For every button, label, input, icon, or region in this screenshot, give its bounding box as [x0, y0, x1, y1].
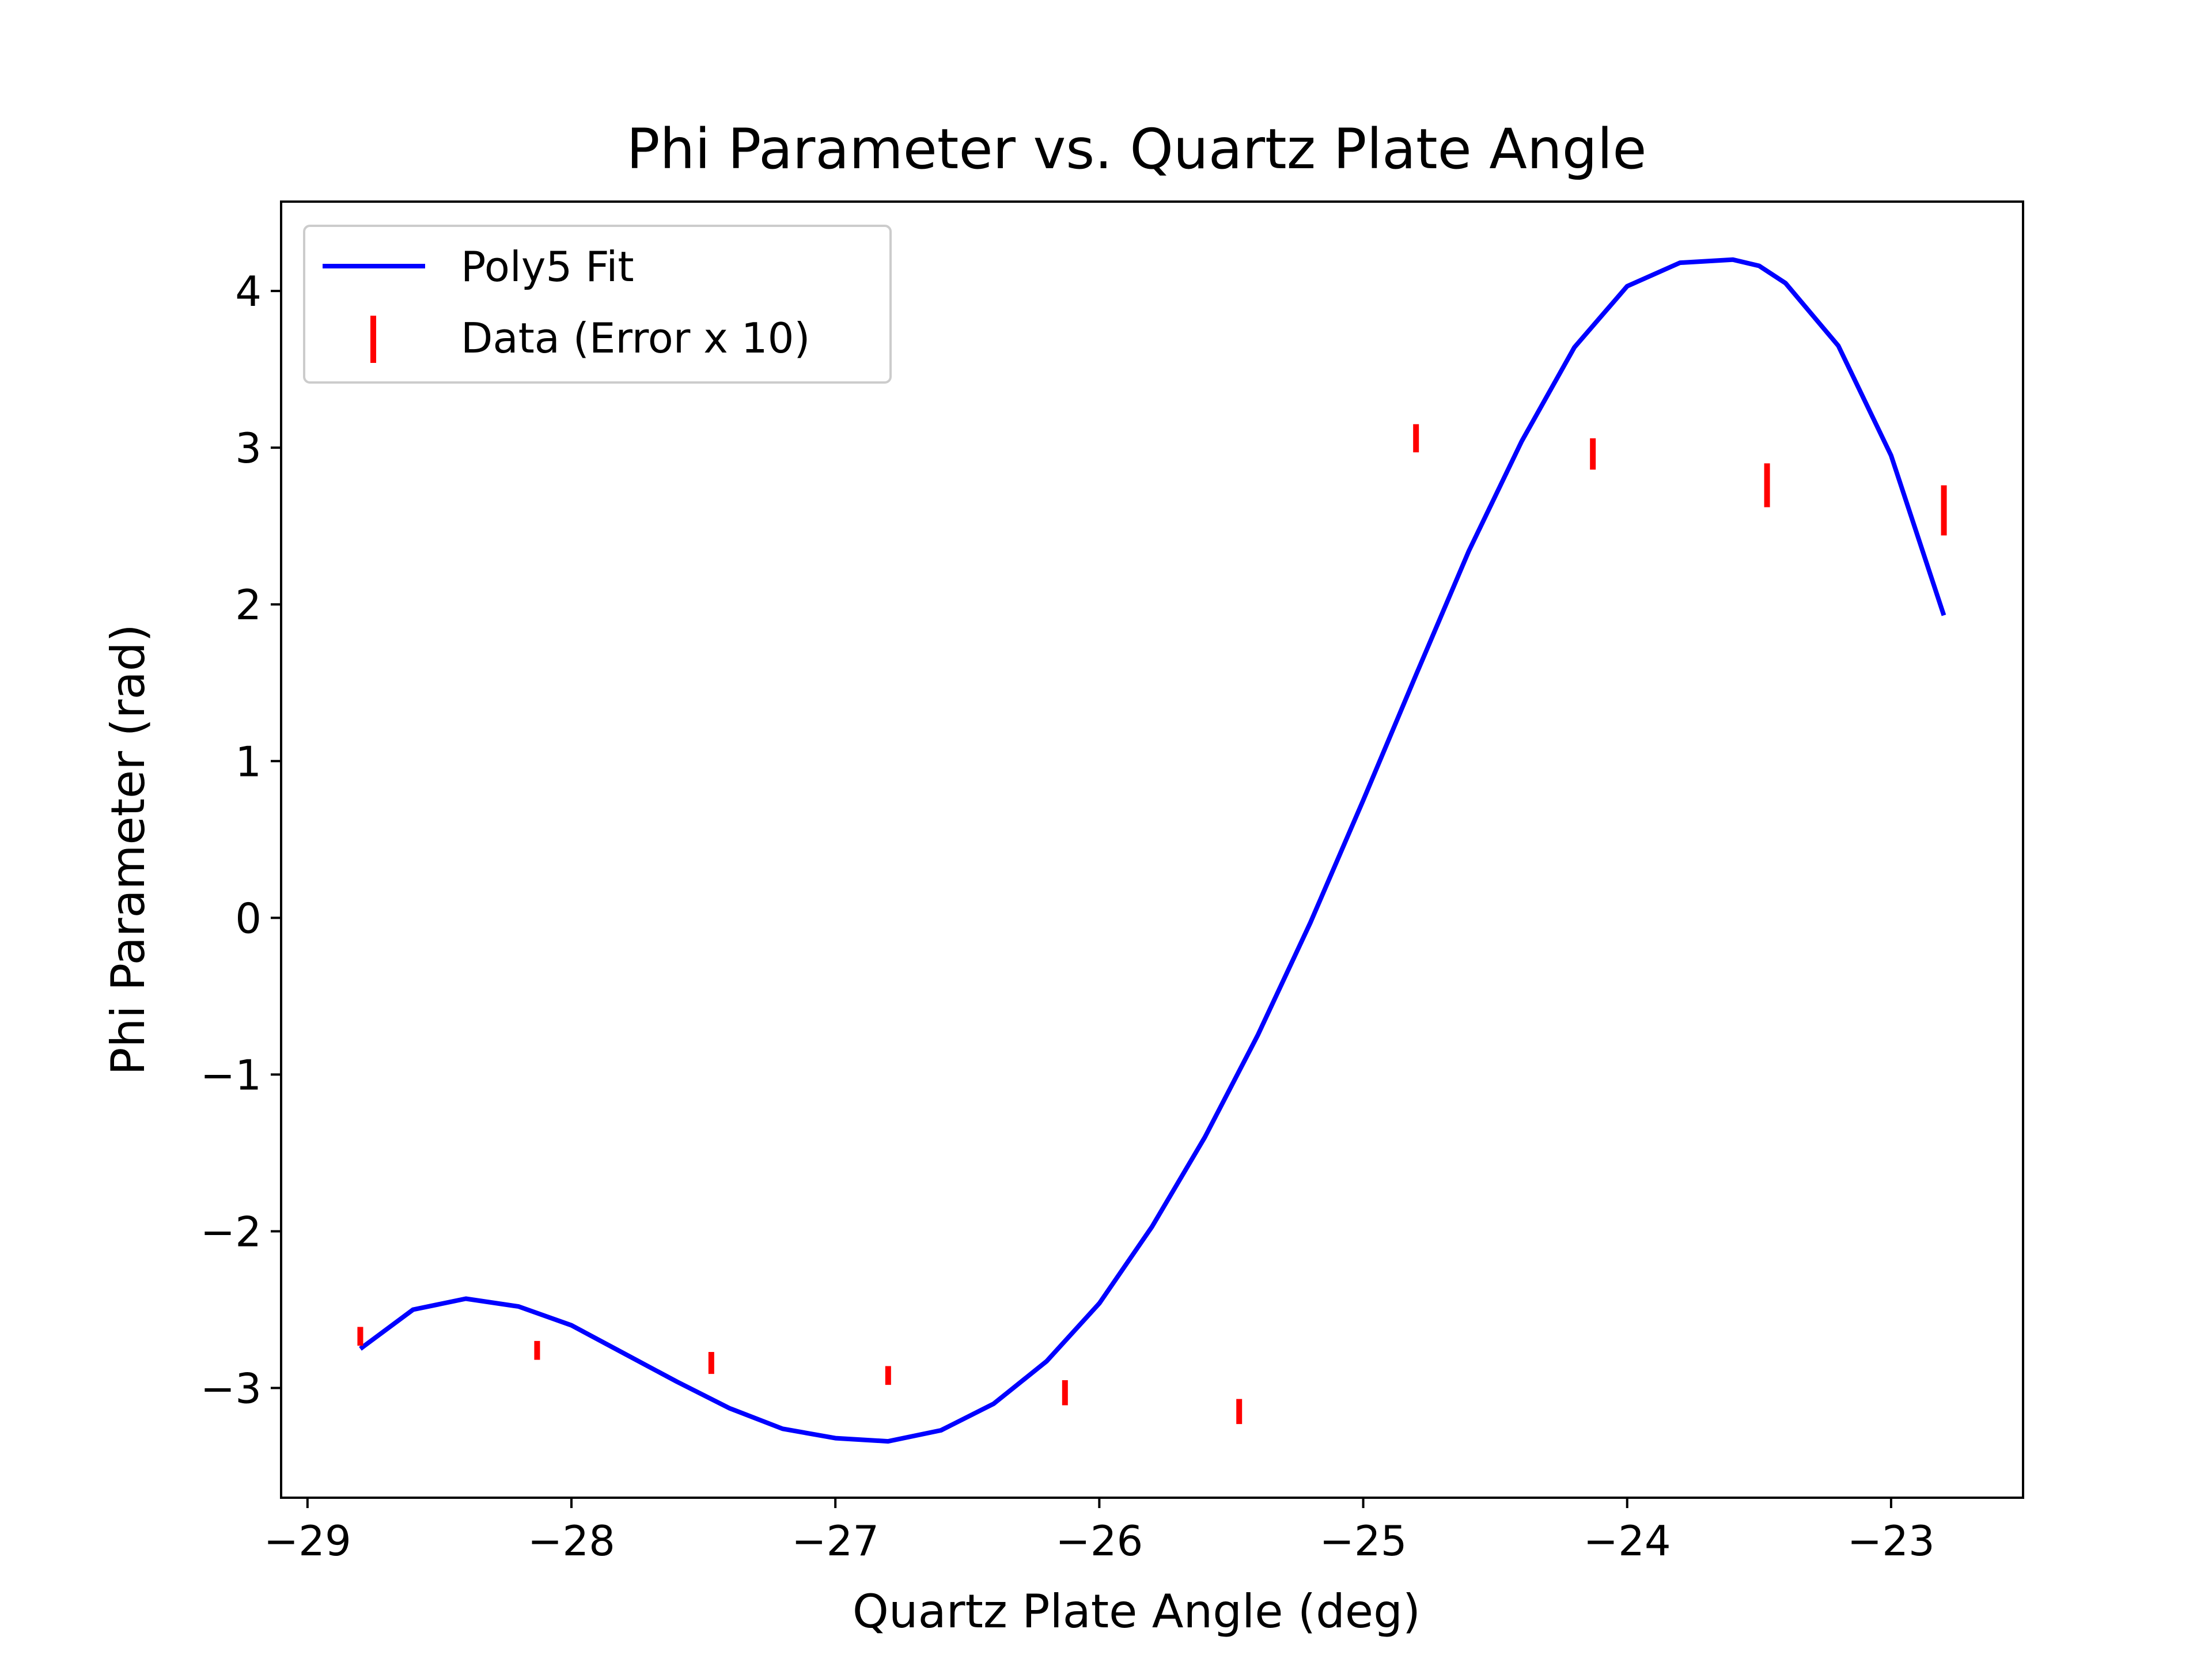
chart-title: Phi Parameter vs. Quartz Plate Angle: [627, 117, 1647, 181]
y-tick-label: 0: [235, 894, 262, 942]
y-tick-label: 1: [235, 737, 262, 786]
y-axis-label: Phi Parameter (rad): [101, 624, 155, 1075]
x-tick-label: −25: [1320, 1517, 1407, 1565]
y-tick-label: 4: [235, 267, 262, 316]
series-line-poly5-fit: [359, 257, 1946, 1444]
x-tick-label: −27: [791, 1517, 879, 1565]
x-tick-label: −23: [1847, 1517, 1935, 1565]
y-axis: −3 −2 −1 0 1 2 3 4: [200, 267, 281, 1413]
legend-label-poly5-fit: Poly5 Fit: [461, 243, 634, 291]
y-tick-label: 2: [235, 581, 262, 629]
x-tick-label: −28: [528, 1517, 615, 1565]
y-tick-label: 3: [235, 424, 262, 472]
legend-label-data: Data (Error x 10): [461, 314, 810, 362]
x-axis: −29 −28 −27 −26 −25 −24 −23: [264, 1498, 1935, 1565]
x-tick-label: −29: [264, 1517, 351, 1565]
y-tick-label: −3: [200, 1365, 262, 1413]
y-tick-label: −1: [200, 1051, 262, 1099]
x-axis-label: Quartz Plate Angle (deg): [853, 1585, 1421, 1638]
x-tick-label: −24: [1584, 1517, 1671, 1565]
y-tick-label: −2: [200, 1207, 262, 1256]
plot-frame: [280, 200, 2024, 1499]
legend: Poly5 Fit Data (Error x 10): [303, 225, 892, 384]
x-tick-label: −26: [1055, 1517, 1143, 1565]
plot-area: [357, 257, 1947, 1444]
legend-box: [303, 225, 892, 384]
